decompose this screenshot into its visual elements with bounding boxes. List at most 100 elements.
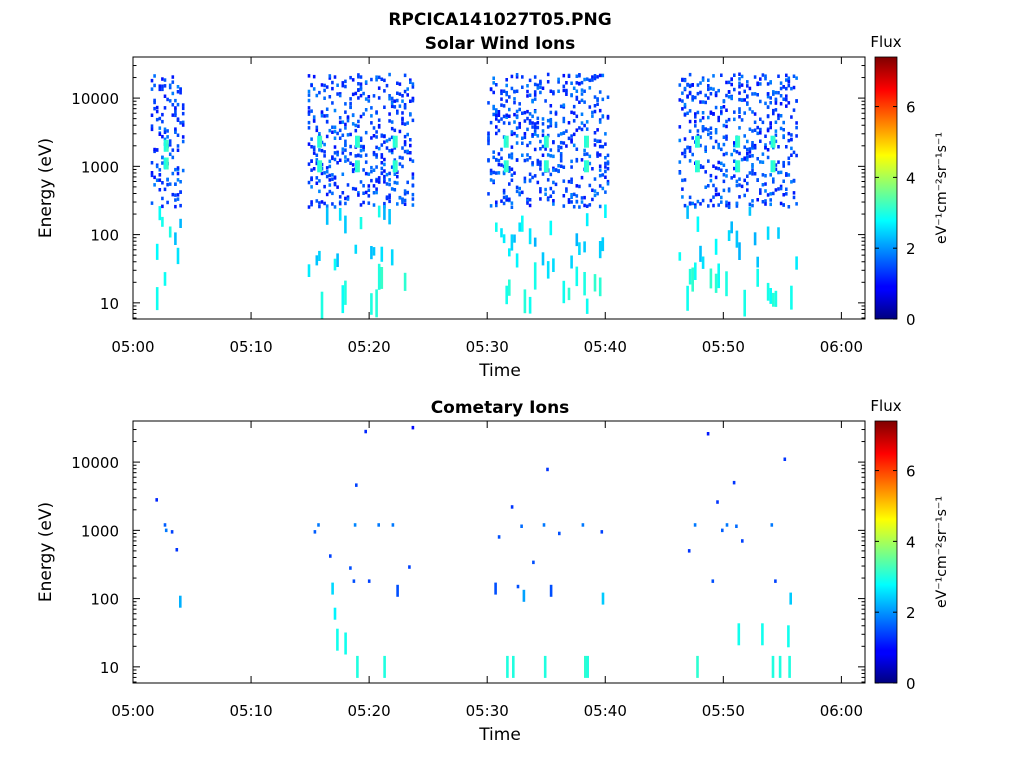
- heatmap-cell: [515, 253, 519, 268]
- heatmap-cell: [355, 160, 358, 173]
- y-tick-label: 1000: [81, 158, 119, 176]
- heatmap-cell: [362, 112, 365, 116]
- heatmap-cell: [686, 205, 689, 219]
- heatmap-cell: [409, 157, 412, 162]
- heatmap-cell: [751, 141, 754, 145]
- heatmap-cell: [743, 145, 746, 149]
- heatmap-cell: [565, 189, 568, 193]
- heatmap-cell: [688, 129, 692, 133]
- heatmap-cell: [328, 189, 332, 194]
- heatmap-cell: [751, 163, 754, 167]
- heatmap-cell: [707, 128, 710, 132]
- heatmap-cell: [583, 148, 586, 153]
- heatmap-cell: [591, 114, 594, 118]
- heatmap-cell: [586, 655, 589, 678]
- heatmap-cell: [748, 147, 752, 151]
- heatmap-cell: [779, 126, 783, 131]
- heatmap-cell: [704, 93, 707, 98]
- heatmap-cell: [735, 230, 739, 248]
- heatmap-cell: [176, 90, 180, 94]
- heatmap-cell: [166, 129, 169, 133]
- heatmap-cell: [338, 116, 342, 120]
- heatmap-cell: [359, 114, 363, 119]
- heatmap-cell: [743, 89, 746, 94]
- heatmap-cell: [559, 153, 563, 158]
- heatmap-cell: [751, 110, 754, 114]
- heatmap-cell: [385, 146, 389, 150]
- heatmap-cell: [310, 137, 313, 141]
- heatmap-cell: [578, 126, 581, 130]
- heatmap-cell: [336, 628, 339, 651]
- heatmap-cell: [176, 247, 180, 265]
- heatmap-cell: [390, 165, 394, 169]
- heatmap-cell: [492, 155, 495, 160]
- heatmap-cell: [575, 114, 579, 119]
- heatmap-cell: [510, 178, 514, 182]
- heatmap-cell: [502, 201, 506, 206]
- heatmap-cell: [380, 246, 384, 262]
- heatmap-cell: [385, 83, 389, 88]
- heatmap-cell: [168, 226, 172, 238]
- heatmap-cell: [746, 181, 749, 186]
- heatmap-cell: [510, 156, 514, 160]
- heatmap-cell: [390, 126, 394, 131]
- heatmap-cell: [398, 155, 402, 160]
- heatmap-cell: [572, 119, 576, 123]
- heatmap-cell: [375, 130, 378, 134]
- heatmap-cell: [536, 162, 540, 166]
- heatmap-cell: [746, 84, 749, 88]
- heatmap-cell: [158, 87, 162, 92]
- heatmap-cell: [714, 175, 718, 180]
- heatmap-cell: [318, 204, 321, 209]
- heatmap-cell: [533, 129, 537, 133]
- heatmap-cell: [155, 498, 158, 502]
- heatmap-cell: [388, 195, 391, 200]
- heatmap-cell: [307, 180, 311, 185]
- heatmap-cell: [691, 267, 694, 292]
- heatmap-cell: [681, 195, 684, 199]
- heatmap-cell: [546, 467, 549, 472]
- heatmap-cell: [694, 203, 697, 207]
- heatmap-cell: [346, 133, 350, 137]
- heatmap-cell: [526, 94, 529, 98]
- heatmap-cell: [704, 127, 707, 131]
- heatmap-cell: [346, 197, 350, 201]
- heatmap-cell: [772, 111, 775, 116]
- panel-title: Solar Wind Ions: [425, 34, 576, 54]
- heatmap-cell: [528, 121, 532, 125]
- heatmap-cell: [779, 186, 783, 191]
- colorbar-tick-label: 2: [906, 604, 916, 622]
- heatmap-cell: [686, 94, 689, 98]
- heatmap-cell: [701, 198, 705, 203]
- heatmap-cell: [725, 124, 728, 129]
- plot-frame: [132, 56, 866, 320]
- heatmap-cell: [364, 160, 368, 164]
- heatmap-cell: [738, 110, 741, 114]
- heatmap-cell: [370, 114, 373, 118]
- heatmap-cell: [500, 91, 503, 96]
- heatmap-cell: [310, 177, 313, 182]
- heatmap-cell: [150, 87, 154, 91]
- heatmap-cell: [359, 180, 363, 184]
- heatmap-cell: [546, 80, 550, 84]
- heatmap-cell: [751, 203, 754, 208]
- heatmap-cell: [370, 293, 373, 315]
- heatmap-cell: [320, 114, 324, 118]
- heatmap-cell: [375, 179, 378, 183]
- heatmap-cell: [697, 135, 700, 148]
- heatmap-cell: [699, 143, 702, 148]
- heatmap-cell: [528, 93, 532, 97]
- heatmap-cell: [392, 135, 396, 148]
- heatmap-cell: [492, 112, 495, 117]
- heatmap-cell: [604, 175, 607, 179]
- heatmap-cell: [325, 85, 329, 89]
- heatmap-cell: [375, 135, 378, 139]
- heatmap-cell: [699, 165, 702, 169]
- heatmap-cell: [500, 156, 503, 160]
- heatmap-cell: [341, 172, 345, 176]
- heatmap-cell: [712, 74, 715, 78]
- heatmap-cell: [338, 208, 342, 221]
- heatmap-cell: [585, 204, 589, 208]
- heatmap-cell: [325, 170, 329, 174]
- heatmap-cell: [171, 192, 175, 197]
